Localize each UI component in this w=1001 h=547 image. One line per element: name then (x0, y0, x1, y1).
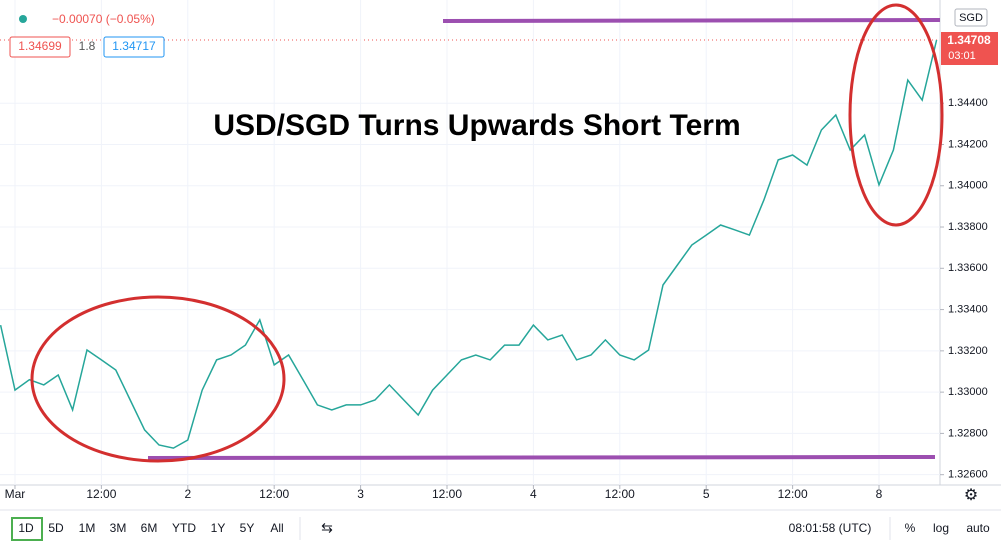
x-tick-label: 12:00 (605, 487, 635, 501)
range-active (11, 517, 43, 541)
y-tick-label: 1.34000 (948, 180, 988, 192)
bid-price: 1.34699 (18, 39, 62, 53)
log-toggle[interactable]: log (933, 521, 949, 535)
last-price: 1.34708 (947, 33, 991, 47)
currency: SGD (959, 12, 983, 24)
percent-toggle[interactable]: % (905, 521, 916, 535)
x-tick-label: 3 (357, 487, 364, 501)
range-button[interactable]: 6M (141, 521, 158, 535)
x-tick-label: 12:00 (778, 487, 808, 501)
auto-toggle[interactable]: auto (966, 521, 990, 535)
status-dot (19, 15, 27, 23)
bid-box[interactable] (9, 36, 71, 58)
support-line (147, 455, 936, 460)
range-button[interactable]: 1D (18, 521, 34, 535)
currency-box[interactable] (954, 8, 988, 27)
countdown: 03:01 (948, 50, 976, 62)
highlight-ellipse (30, 295, 286, 463)
x-tick-label: 12:00 (86, 487, 116, 501)
spread: 1.8 (79, 39, 96, 53)
price-line (0, 39, 938, 449)
x-tick-label: 12:00 (259, 487, 289, 501)
range-button[interactable]: 1M (79, 521, 96, 535)
y-tick-label: 1.33000 (948, 386, 988, 398)
y-tick-label: 1.32600 (948, 469, 988, 481)
x-tick-label: Mar (5, 487, 26, 501)
price-change: −0.00070 (−0.05%) (52, 12, 155, 26)
range-button[interactable]: 5D (48, 521, 64, 535)
resistance-line (442, 18, 941, 23)
y-tick-label: 1.34200 (948, 138, 988, 150)
range-button[interactable]: 5Y (240, 521, 255, 535)
chart-title: USD/SGD Turns Upwards Short Term (213, 109, 740, 142)
range-button[interactable]: YTD (172, 521, 196, 535)
y-tick-label: 1.34400 (948, 97, 988, 109)
settings-icon[interactable]: ⚙ (964, 487, 978, 504)
x-tick-label: 12:00 (432, 487, 462, 501)
x-tick-label: 8 (876, 487, 883, 501)
goto-date-icon[interactable]: ⇆ (321, 520, 333, 536)
range-button[interactable]: All (270, 521, 283, 535)
highlight-ellipse (848, 3, 944, 227)
y-tick-label: 1.32800 (948, 427, 988, 439)
ask-box[interactable] (103, 36, 165, 58)
y-tick-label: 1.33400 (948, 303, 988, 315)
range-button[interactable]: 3M (110, 521, 127, 535)
ask-price: 1.34717 (112, 39, 156, 53)
y-tick-label: 1.33200 (948, 345, 988, 357)
x-tick-label: 5 (703, 487, 710, 501)
y-tick-label: 1.33600 (948, 262, 988, 274)
range-button[interactable]: 1Y (211, 521, 226, 535)
plot: 1.32600 1.32800 1.33000 1.33200 1.33400 1.336… (0, 0, 988, 501)
last-price-badge (941, 32, 998, 65)
y-tick-label: 1.33800 (948, 221, 988, 233)
x-tick-label: 2 (184, 487, 191, 501)
clock: 08:01:58 (UTC) (789, 521, 872, 535)
x-tick-label: 4 (530, 487, 537, 501)
toolbar: 1D 5D 1M 3M 6M YTD 1Y 5Y All (18, 521, 283, 535)
